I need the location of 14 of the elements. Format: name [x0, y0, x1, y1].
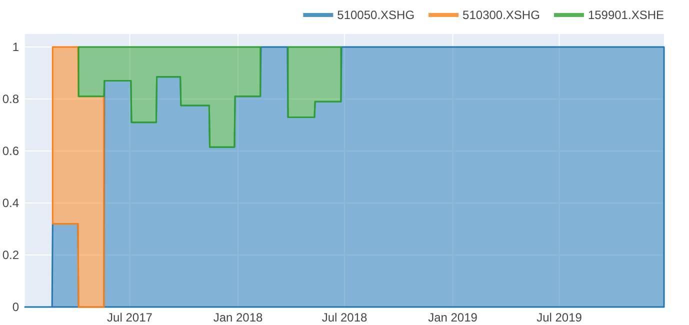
x-tick-label: Jul 2018: [322, 310, 368, 325]
y-tick-label: 0: [12, 300, 20, 314]
y-tick-label: 0.4: [2, 196, 20, 210]
y-tick-label: 0.6: [2, 144, 20, 158]
y-tick-label: 0.2: [2, 248, 20, 262]
legend-label: 510050.XSHG: [337, 8, 415, 22]
legend-label: 510300.XSHG: [462, 8, 540, 22]
legend-label: 159901.XSHE: [588, 8, 664, 22]
x-tick-label: Jul 2017: [107, 310, 153, 325]
y-tick-label: 0.8: [2, 92, 20, 106]
x-tick-label: Jul 2019: [536, 310, 582, 325]
y-tick-label: 1: [12, 40, 20, 54]
x-tick-label: Jan 2018: [213, 310, 264, 325]
x-tick-label: Jan 2019: [428, 310, 478, 325]
